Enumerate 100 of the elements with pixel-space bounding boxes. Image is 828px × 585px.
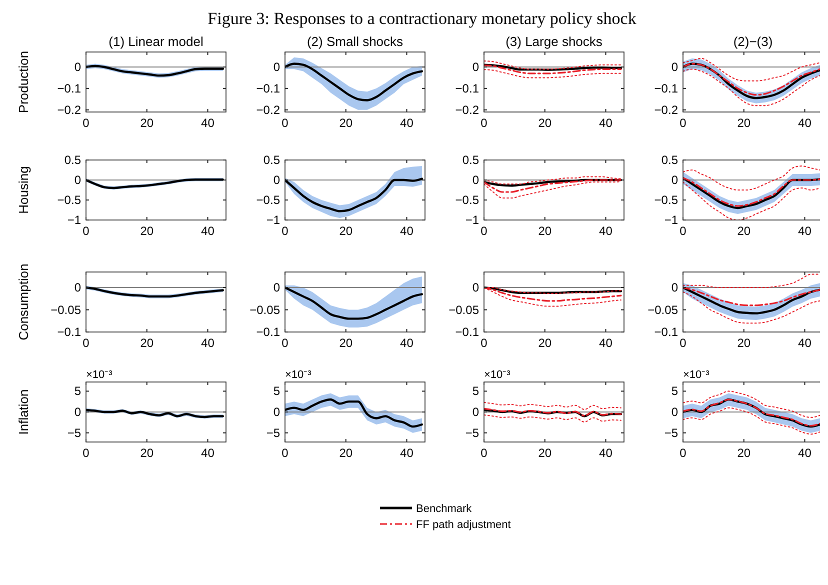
- x-tick-label: 40: [798, 116, 812, 130]
- chart-title: (3) Large shocks: [506, 34, 603, 49]
- x-tick-label: 0: [282, 446, 289, 460]
- chart-title: (2) Small shocks: [306, 34, 404, 49]
- y-tick-label: −0.05: [448, 302, 480, 317]
- y-tick-label: 0: [671, 173, 678, 187]
- y-tick-label: −0.2: [455, 102, 480, 117]
- y-tick-label: 0: [671, 60, 678, 74]
- x-tick-label: 0: [480, 116, 488, 130]
- x-tick-label: 40: [599, 224, 613, 238]
- text: Figure 3: Responses to a contractionary monetary policy shock: [208, 9, 637, 28]
- y-tick-label: 0: [273, 60, 280, 74]
- x-tick-label: 40: [400, 446, 414, 460]
- x-tick-label: 40: [599, 116, 613, 130]
- y-tick-label: −0.1: [654, 81, 678, 96]
- x-tick-label: 0: [680, 446, 687, 460]
- y-tick-label: 0: [74, 280, 82, 295]
- y-tick-label: −0.2: [256, 102, 280, 117]
- y-tick-label: 5: [472, 384, 480, 398]
- y-tick-label: 5: [671, 384, 678, 398]
- y-tick-label: −0.05: [648, 302, 678, 317]
- x-tick-label: 40: [201, 446, 215, 460]
- y-axis-title: Production: [16, 50, 31, 114]
- y-tick-label: 0: [273, 173, 280, 187]
- x-tick-label: 0: [282, 224, 289, 238]
- y-tick-label: −0.5: [455, 193, 480, 207]
- x-tick-label: 0: [82, 336, 90, 350]
- x-tick-label: 20: [140, 336, 154, 350]
- y-tick-label: 0.5: [462, 153, 480, 167]
- x-tick-label: 40: [201, 224, 215, 238]
- x-tick-label: 20: [737, 336, 751, 350]
- x-tick-label: 20: [538, 336, 552, 350]
- y-tick-label: 0: [74, 173, 82, 187]
- x-tick-label: 40: [201, 116, 215, 130]
- y-tick-label: 0: [273, 280, 280, 295]
- chart-title: (2)−(3): [733, 34, 773, 49]
- x-tick-label: 20: [737, 224, 751, 238]
- y-tick-label: −0.1: [654, 325, 678, 339]
- x-tick-label: 20: [339, 116, 353, 130]
- legend-label: Benchmark: [416, 503, 472, 515]
- x-tick-label: 20: [140, 224, 154, 238]
- x-tick-label: 20: [538, 224, 552, 238]
- y-tick-label: 0.5: [263, 153, 280, 167]
- y-tick-label: −5: [664, 426, 678, 440]
- x-tick-label: 40: [798, 336, 812, 350]
- y-tick-label: 0: [671, 405, 678, 419]
- x-tick-label: 20: [339, 446, 353, 460]
- y-tick-label: 0: [671, 280, 678, 295]
- x-tick-label: 0: [480, 336, 488, 350]
- x-tick-label: 0: [82, 116, 90, 130]
- y-tick-label: 0: [472, 405, 480, 419]
- y-tick-label: 0: [472, 60, 480, 74]
- text: ×10⁻³: [683, 369, 710, 381]
- y-tick-label: −0.5: [57, 193, 82, 207]
- x-tick-label: 0: [680, 336, 687, 350]
- x-tick-label: 40: [599, 336, 613, 350]
- x-tick-label: 40: [201, 336, 215, 350]
- y-tick-label: 0: [74, 405, 82, 419]
- y-tick-label: −5: [266, 426, 280, 440]
- y-tick-label: −1: [67, 213, 82, 227]
- x-tick-label: 0: [82, 224, 90, 238]
- y-tick-label: −0.1: [256, 325, 280, 339]
- y-tick-label: −0.1: [57, 325, 82, 339]
- text: ×10⁻³: [285, 369, 312, 381]
- x-tick-label: 40: [400, 336, 414, 350]
- x-tick-label: 0: [282, 116, 289, 130]
- x-tick-label: 20: [140, 446, 154, 460]
- x-tick-label: 0: [282, 336, 289, 350]
- x-tick-label: 0: [680, 116, 687, 130]
- x-tick-label: 20: [538, 116, 552, 130]
- x-tick-label: 40: [798, 224, 812, 238]
- x-tick-label: 40: [798, 446, 812, 460]
- y-tick-label: −0.1: [455, 325, 480, 339]
- x-tick-label: 40: [400, 224, 414, 238]
- y-tick-label: 0: [74, 60, 82, 74]
- y-tick-label: 0.5: [661, 153, 678, 167]
- x-tick-label: 20: [339, 224, 353, 238]
- y-tick-label: 0: [472, 280, 480, 295]
- x-tick-label: 20: [538, 446, 552, 460]
- text: ×10⁻³: [484, 369, 511, 381]
- x-tick-label: 0: [82, 446, 90, 460]
- x-tick-label: 40: [400, 116, 414, 130]
- x-tick-label: 0: [680, 224, 687, 238]
- y-tick-label: 5: [74, 384, 82, 398]
- y-tick-label: 0.5: [64, 153, 82, 167]
- legend-label: FF path adjustment: [416, 519, 511, 531]
- chart-title: (1) Linear model: [108, 34, 204, 49]
- y-tick-label: −0.1: [57, 81, 82, 96]
- y-tick-label: −5: [465, 426, 480, 440]
- y-tick-label: −0.2: [654, 102, 678, 117]
- text: ×10⁻³: [86, 369, 113, 381]
- y-tick-label: −0.05: [50, 302, 82, 317]
- x-tick-label: 20: [339, 336, 353, 350]
- x-tick-label: 40: [599, 446, 613, 460]
- x-tick-label: 0: [480, 224, 488, 238]
- x-tick-label: 20: [140, 116, 154, 130]
- y-tick-label: 5: [273, 384, 280, 398]
- y-tick-label: 0: [273, 405, 280, 419]
- y-tick-label: −0.05: [250, 302, 280, 317]
- y-tick-label: −0.5: [256, 193, 280, 207]
